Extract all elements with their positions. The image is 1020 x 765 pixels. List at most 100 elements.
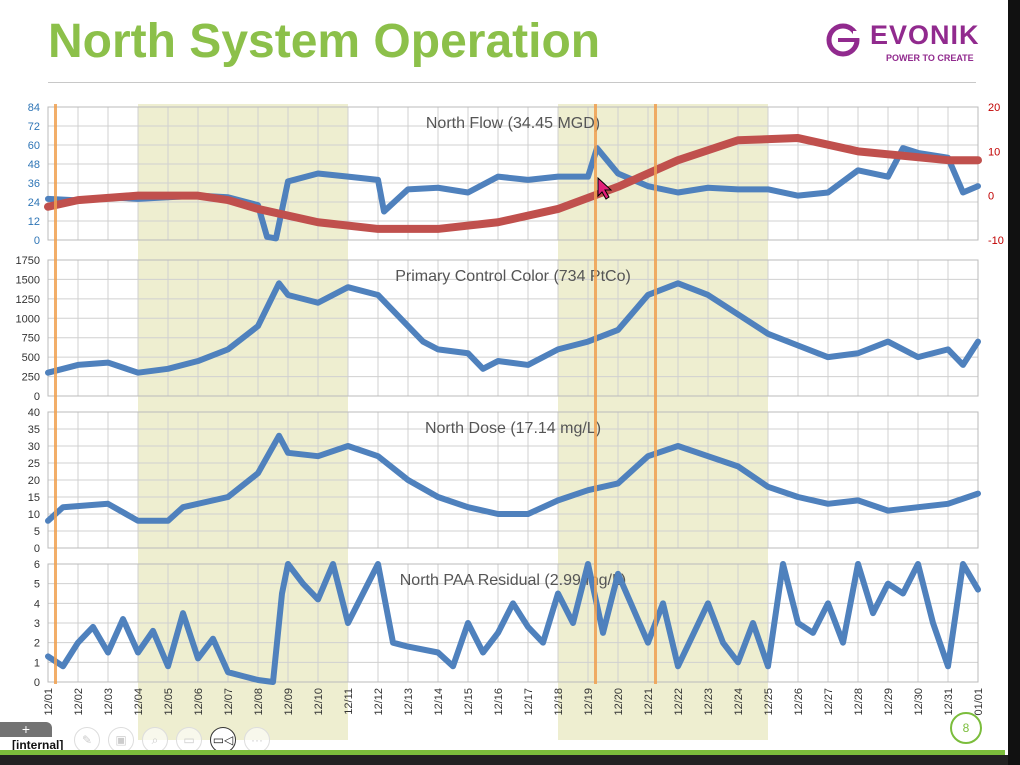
y-tick-label: 0 xyxy=(34,235,40,247)
y-tick-label: 0 xyxy=(34,391,40,403)
y-tick-label: 1750 xyxy=(16,255,40,267)
y-tick-label: 25 xyxy=(28,458,40,470)
x-tick-label: 12/03 xyxy=(103,688,115,716)
x-tick-label: 12/19 xyxy=(583,688,595,716)
x-tick-label: 12/15 xyxy=(463,688,475,716)
x-tick-label: 12/18 xyxy=(553,688,565,716)
y-tick-label: 72 xyxy=(28,121,40,133)
y-tick-label: 500 xyxy=(22,352,40,364)
y-tick-label: 84 xyxy=(28,102,40,114)
classification-label: [internal] xyxy=(12,738,64,752)
y-tick-label: 40 xyxy=(28,407,40,419)
x-tick-label: 01/01 xyxy=(973,688,985,716)
panel-title: North PAA Residual (2.99 mg/L) xyxy=(400,572,626,589)
x-tick-label: 12/10 xyxy=(313,688,325,716)
x-tick-label: 12/23 xyxy=(703,688,715,716)
x-tick-label: 12/20 xyxy=(613,688,625,716)
panel-title: North Flow (34.45 MGD) xyxy=(426,115,600,132)
y-tick-label: 250 xyxy=(22,372,40,384)
x-tick-label: 12/28 xyxy=(853,688,865,716)
x-tick-label: 12/02 xyxy=(73,688,85,716)
plot-frame xyxy=(47,259,979,397)
window-bottom-bar xyxy=(0,755,1020,765)
x-tick-label: 12/21 xyxy=(643,688,655,716)
x-tick-label: 12/11 xyxy=(343,688,355,715)
add-button[interactable]: + xyxy=(0,722,52,737)
logo-wordmark: EVONIK xyxy=(870,20,980,50)
subtitles-icon[interactable]: ▭ xyxy=(176,727,202,753)
x-tick-label: 12/01 xyxy=(43,688,55,716)
y-tick-label: 1250 xyxy=(16,294,40,306)
y-tick-label: 6 xyxy=(34,559,40,571)
x-tick-label: 12/30 xyxy=(913,688,925,716)
y-tick-label: 24 xyxy=(28,197,40,209)
y2-tick-label: 20 xyxy=(988,102,1000,114)
y-tick-label: 0 xyxy=(34,677,40,689)
x-tick-label: 12/06 xyxy=(193,688,205,716)
x-tick-label: 12/07 xyxy=(223,688,235,716)
x-tick-label: 12/17 xyxy=(523,688,535,716)
x-tick-label: 12/09 xyxy=(283,688,295,716)
presentation-toolbar: ✎ ▣ ⌕ ▭ ▭◁ ··· xyxy=(0,726,270,754)
x-tick-label: 12/27 xyxy=(823,688,835,716)
shaded-period xyxy=(558,104,768,740)
series-color xyxy=(45,280,981,376)
y-tick-label: 60 xyxy=(28,140,40,152)
plot-frame xyxy=(47,563,979,683)
plot-frame xyxy=(47,106,979,241)
y-tick-label: 0 xyxy=(34,543,40,555)
x-tick-label: 12/08 xyxy=(253,688,265,716)
x-tick-label: 12/13 xyxy=(403,688,415,716)
x-tick-label: 12/24 xyxy=(733,688,745,716)
y-tick-label: 750 xyxy=(22,333,40,345)
panel-title: Primary Control Color (734 PtCo) xyxy=(395,268,631,285)
y2-tick-label: 0 xyxy=(988,191,994,203)
x-tick-label: 12/14 xyxy=(433,688,445,716)
y2-tick-label: -10 xyxy=(988,235,1004,247)
y-tick-label: 12 xyxy=(28,216,40,228)
slide-title: North System Operation xyxy=(48,15,601,68)
y-tick-label: 2 xyxy=(34,638,40,650)
y-tick-label: 4 xyxy=(34,598,40,610)
x-tick-label: 12/04 xyxy=(133,688,145,716)
shaded-period xyxy=(138,104,348,740)
y-tick-label: 3 xyxy=(34,618,40,630)
y-tick-label: 10 xyxy=(28,509,40,521)
y-tick-label: 5 xyxy=(34,526,40,538)
camera-icon[interactable]: ▭◁ xyxy=(210,727,236,753)
x-tick-label: 12/25 xyxy=(763,688,775,716)
x-tick-label: 12/29 xyxy=(883,688,895,716)
y-tick-label: 1 xyxy=(34,657,40,669)
series-dose xyxy=(45,432,981,524)
x-tick-label: 12/22 xyxy=(673,688,685,716)
evonik-logo: EVONIK POWER TO CREATE xyxy=(826,22,979,66)
y-tick-label: 5 xyxy=(34,579,40,591)
y-tick-label: 35 xyxy=(28,424,40,436)
x-tick-label: 12/16 xyxy=(493,688,505,716)
y-tick-label: 20 xyxy=(28,475,40,487)
evonik-logo-mark-icon xyxy=(826,23,860,57)
x-tick-label: 12/12 xyxy=(373,688,385,716)
title-divider xyxy=(48,82,976,83)
series-trend xyxy=(44,134,982,233)
page-number: 8 xyxy=(950,712,982,744)
logo-tagline: POWER TO CREATE xyxy=(886,53,974,63)
y2-tick-label: 10 xyxy=(988,146,1000,158)
panel-title: North Dose (17.14 mg/L) xyxy=(425,420,601,437)
zoom-icon[interactable]: ⌕ xyxy=(142,727,168,753)
plot-frame xyxy=(47,411,979,549)
x-tick-label: 12/31 xyxy=(943,688,955,716)
y-tick-label: 1500 xyxy=(16,274,40,286)
window-edge xyxy=(1008,0,1020,765)
x-tick-label: 12/05 xyxy=(163,688,175,716)
y-tick-label: 30 xyxy=(28,441,40,453)
x-tick-label: 12/26 xyxy=(793,688,805,716)
mouse-cursor-icon xyxy=(597,176,613,200)
y-tick-label: 48 xyxy=(28,159,40,171)
series-paa xyxy=(45,561,981,685)
footer-bar xyxy=(0,750,1005,755)
y-tick-label: 15 xyxy=(28,492,40,504)
y-tick-label: 36 xyxy=(28,178,40,190)
y-tick-label: 1000 xyxy=(16,313,40,325)
